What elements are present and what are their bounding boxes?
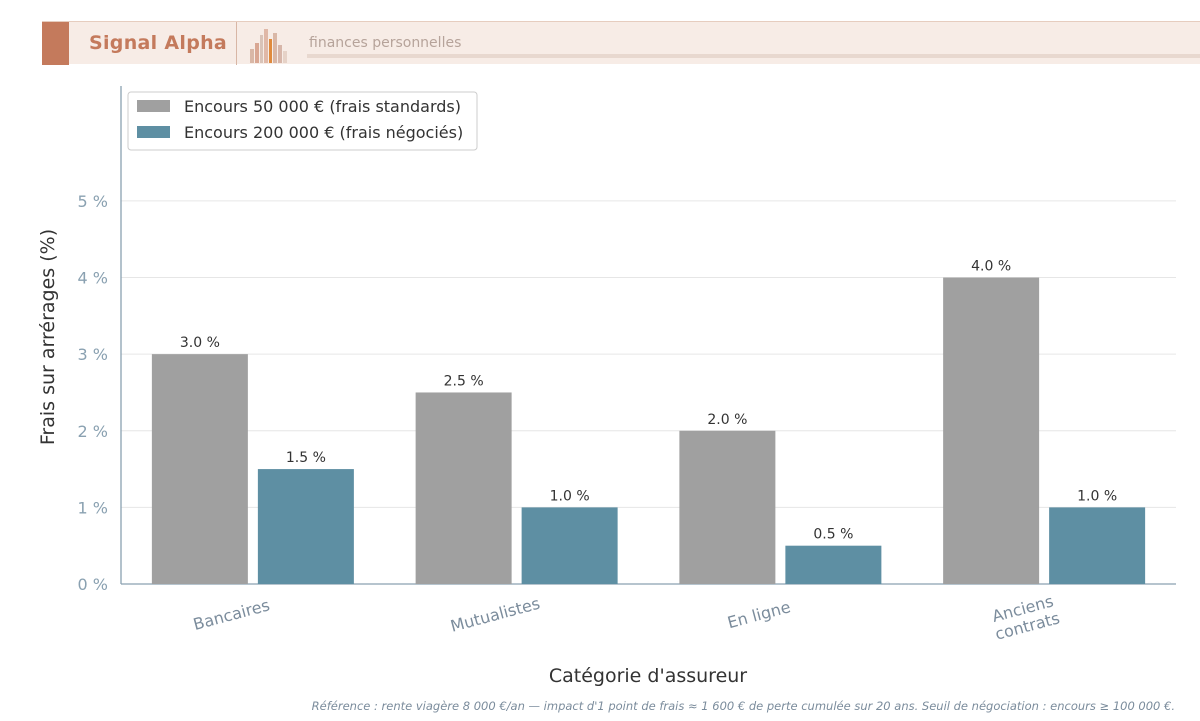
bar <box>415 392 512 584</box>
bar <box>943 277 1040 584</box>
bar <box>151 354 248 584</box>
brand-name[interactable]: Signal Alpha <box>89 32 228 54</box>
y-tick-label: 5 % <box>78 192 108 211</box>
x-tick-label: Ancienscontrats <box>988 591 1061 644</box>
y-tick-label: 3 % <box>78 345 108 364</box>
legend-label: Encours 50 000 € (frais standards) <box>184 97 461 116</box>
bar-value-label: 2.5 % <box>444 373 484 389</box>
header-rule <box>307 54 1200 58</box>
bar <box>785 545 882 584</box>
x-tick-label: En ligne <box>725 597 792 632</box>
bar-value-label: 1.0 % <box>1077 488 1117 504</box>
header-separator <box>236 22 237 65</box>
legend-label: Encours 200 000 € (frais négociés) <box>184 123 463 142</box>
bar-value-label: 1.5 % <box>286 450 326 466</box>
header-tagline: finances personnelles <box>309 35 462 51</box>
bar-value-label: 2.0 % <box>707 412 747 428</box>
bar <box>1049 507 1146 584</box>
bar-value-label: 0.5 % <box>813 527 853 543</box>
y-tick-label: 0 % <box>78 575 108 594</box>
legend-box <box>127 91 478 151</box>
y-axis-title: Frais sur arrérages (%) <box>37 229 59 445</box>
site-header: Signal Alpha finances personnelles <box>42 21 1200 65</box>
legend-swatch <box>137 100 170 112</box>
y-tick-label: 4 % <box>78 269 108 288</box>
y-tick-label: 1 % <box>78 498 108 517</box>
bar-value-label: 3.0 % <box>180 335 220 351</box>
x-tick-label: Mutualistes <box>448 594 542 636</box>
footnote: Référence : rente viagère 8 000 €/an — i… <box>311 699 1175 713</box>
bar-value-label: 1.0 % <box>550 488 590 504</box>
x-axis-title: Catégorie d'assureur <box>549 665 747 687</box>
bar-value-label: 4.0 % <box>971 259 1011 275</box>
y-tick-label: 2 % <box>78 422 108 441</box>
bar <box>679 430 776 584</box>
bar <box>521 507 618 584</box>
bar-chart-logo-icon <box>250 29 287 63</box>
bar <box>257 469 354 584</box>
brand-accent-bar <box>42 22 69 65</box>
x-tick-label: Bancaires <box>191 595 272 634</box>
legend-swatch <box>137 126 170 138</box>
